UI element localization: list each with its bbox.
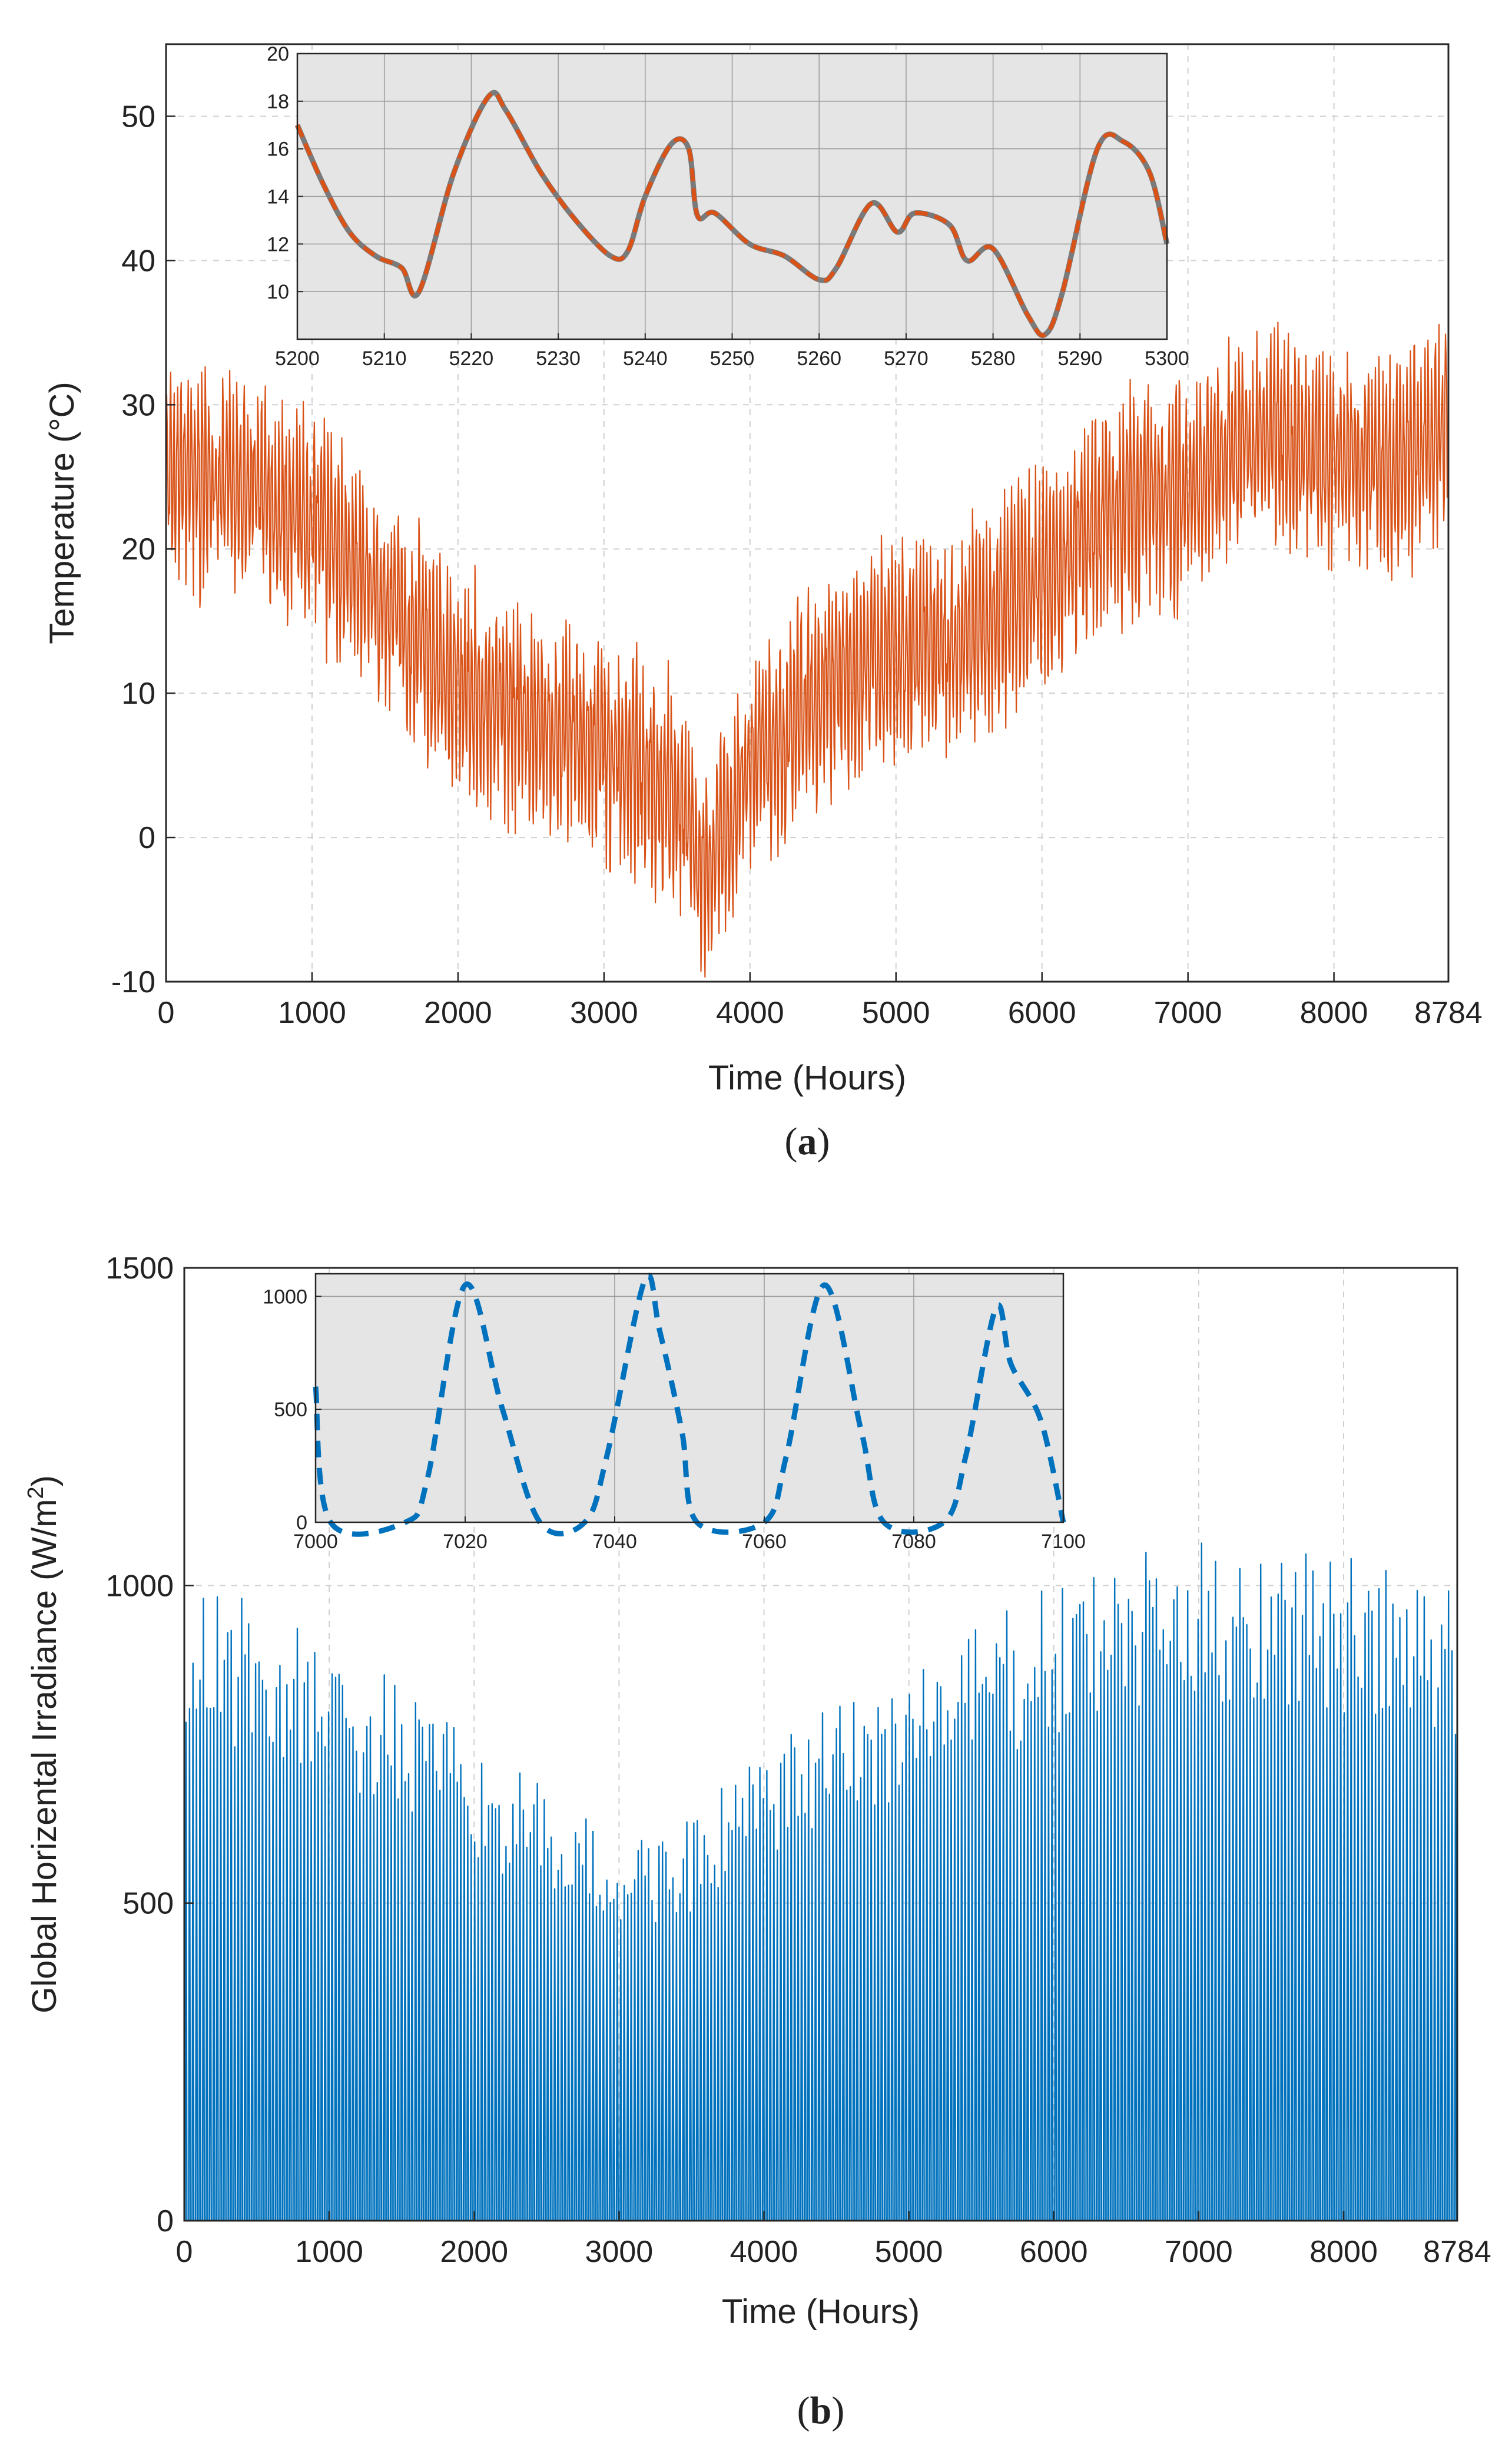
y-axis-label-text: Global Horizental Irradiance (W/m (25, 1499, 64, 2013)
x-axis-label: Time (Hours) (708, 1059, 906, 1097)
y-axis-label-superscript: 2 (23, 1486, 48, 1499)
inset-x-tick-label: 5270 (884, 347, 929, 370)
x-tick-label: 4000 (730, 2235, 798, 2269)
inset-x-tick-label: 5230 (536, 347, 581, 370)
inset-y-tick-label: 12 (267, 233, 289, 256)
y-tick-label: 40 (121, 244, 155, 278)
inset-x-tick-label: 7020 (443, 1531, 488, 1553)
panel-label-close: ) (831, 2389, 844, 2432)
inset-y-tick-label: 18 (267, 91, 289, 113)
inset-x-tick-label: 7040 (592, 1531, 637, 1553)
inset-x-tick-label: 5280 (971, 347, 1016, 370)
plot-frame (183, 1267, 1458, 2222)
y-axis-label-end: ) (25, 1475, 64, 1486)
inset-chart: 5200 5210 5220 5230 5240 5250 5260 5270 5280 5290… (267, 43, 1189, 370)
inset-series-line (313, 1273, 1066, 1537)
x-tick-label: 3000 (570, 996, 638, 1030)
panel-label-letter: b (810, 2389, 832, 2432)
x-tick-label: 2000 (440, 2235, 508, 2269)
inset-x-tick-label: 7060 (742, 1531, 787, 1553)
inset-x-tick-label: 7080 (891, 1531, 936, 1553)
inset-y-tick-label: 10 (267, 281, 289, 303)
x-tick-label: 2000 (424, 996, 492, 1030)
y-tick-label: 50 (121, 100, 155, 134)
inset-x-tick-label: 5200 (275, 347, 320, 370)
inset-x-tick-label: 7100 (1041, 1531, 1086, 1553)
inset-frame (314, 1273, 1065, 1523)
y-tick-label: 30 (121, 388, 155, 422)
x-axis-label: Time (Hours) (722, 2293, 920, 2331)
panel-label-letter: a (798, 1120, 817, 1163)
x-tick-label: 6000 (1020, 2235, 1088, 2269)
y-tick-label: 500 (122, 1887, 174, 1921)
x-tick-label: 6000 (1008, 996, 1076, 1030)
x-tick-label: 3000 (585, 2235, 654, 2269)
y-tick-label: 0 (157, 2204, 174, 2238)
inset-x-tick-label: 5220 (449, 347, 494, 370)
y-axis-label: Global Horizental Irradiance (W/m2) (23, 1475, 64, 2013)
panel-a-temperature-chart: 0 1000 2000 3000 4000 5000 6000 7000 8000 8784 -10… (43, 43, 1483, 1163)
x-tick-label: 0 (158, 996, 175, 1030)
inset-x-tick-label: 5210 (362, 347, 407, 370)
inset-frame (296, 52, 1168, 340)
x-tick-label: 0 (176, 2235, 193, 2269)
x-tick-label: 7000 (1154, 996, 1222, 1030)
inset-y-tick-label: 0 (296, 1512, 307, 1534)
y-tick-label: 0 (138, 821, 155, 855)
inset-y-tick-label: 1000 (263, 1286, 307, 1308)
panel-label-open: ( (797, 2389, 810, 2432)
y-tick-label: 20 (121, 532, 155, 567)
y-tick-label: -10 (111, 965, 155, 999)
inset-y-tick-label: 20 (267, 43, 289, 65)
x-tick-label: 5000 (862, 996, 930, 1030)
x-tick-label: 5000 (875, 2235, 943, 2269)
y-tick-label: 10 (121, 677, 155, 711)
y-tick-label: 1500 (105, 1251, 174, 1286)
x-tick-label: 4000 (716, 996, 784, 1030)
x-tick-label: 8784 (1414, 996, 1483, 1030)
temperature-series-line (165, 322, 1450, 978)
inset-y-tick-label: 14 (267, 186, 289, 208)
panel-b-irradiance-chart: 0 1000 2000 3000 4000 5000 6000 7000 8000 8784050… (23, 1251, 1491, 2432)
x-tick-label: 8000 (1309, 2235, 1378, 2269)
x-tick-label: 8784 (1423, 2235, 1491, 2269)
irradiance-series-line (184, 1542, 1457, 2222)
inset-x-tick-label: 5290 (1057, 347, 1102, 370)
panel-label: (b) (797, 2389, 845, 2432)
y-tick-label: 1000 (105, 1569, 174, 1603)
y-axis-label-text: Temperature (°C) (43, 382, 81, 644)
inset-x-tick-label: 5260 (797, 347, 841, 370)
inset-series-line (295, 90, 1169, 337)
x-tick-label: 1000 (295, 2235, 363, 2269)
plot-frame (165, 43, 1450, 983)
x-tick-label: 8000 (1300, 996, 1368, 1030)
inset-plot-area (316, 1274, 1063, 1522)
x-tick-label: 1000 (278, 996, 346, 1030)
x-tick-label: 7000 (1165, 2235, 1233, 2269)
inset-x-tick-label: 7000 (293, 1531, 338, 1553)
inset-y-tick-label: 500 (274, 1399, 307, 1421)
y-axis-label: Temperature (°C) (43, 382, 81, 644)
inset-x-tick-label: 5240 (623, 347, 668, 370)
panel-label-close: ) (817, 1120, 830, 1163)
inset-y-tick-label: 16 (267, 138, 289, 161)
inset-chart: 7000 7020 7040 7060 7080 7100 0 500 1000 (263, 1273, 1086, 1553)
inset-x-tick-label: 5300 (1145, 347, 1189, 370)
panel-label-open: ( (785, 1120, 798, 1163)
inset-x-tick-label: 5250 (710, 347, 755, 370)
panel-label: (a) (785, 1120, 830, 1163)
